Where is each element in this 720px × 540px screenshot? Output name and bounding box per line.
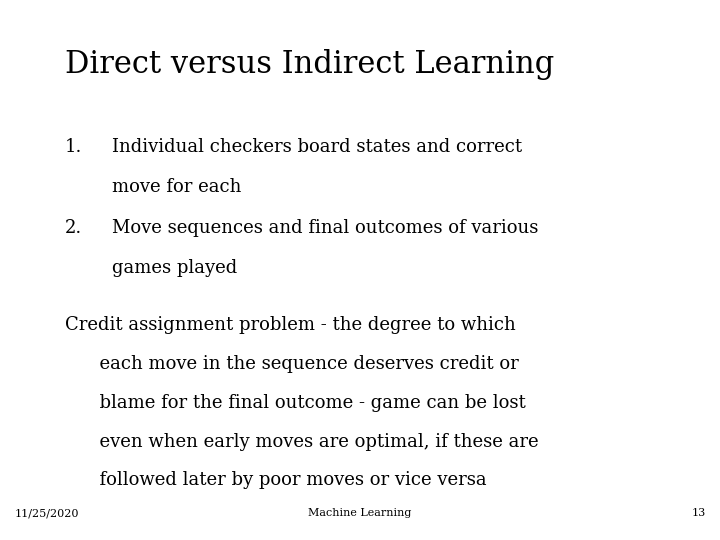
Text: blame for the final outcome - game can be lost: blame for the final outcome - game can b… [65,394,526,411]
Text: Machine Learning: Machine Learning [308,508,412,518]
Text: 11/25/2020: 11/25/2020 [14,508,79,518]
Text: followed later by poor moves or vice versa: followed later by poor moves or vice ver… [65,471,487,489]
Text: 13: 13 [691,508,706,518]
Text: even when early moves are optimal, if these are: even when early moves are optimal, if th… [65,433,539,450]
Text: Move sequences and final outcomes of various: Move sequences and final outcomes of var… [112,219,538,237]
Text: 1.: 1. [65,138,82,156]
Text: Individual checkers board states and correct: Individual checkers board states and cor… [112,138,522,156]
Text: games played: games played [112,259,237,277]
Text: move for each: move for each [112,178,241,196]
Text: Credit assignment problem - the degree to which: Credit assignment problem - the degree t… [65,316,516,334]
Text: Direct versus Indirect Learning: Direct versus Indirect Learning [65,49,554,79]
Text: 2.: 2. [65,219,82,237]
Text: each move in the sequence deserves credit or: each move in the sequence deserves credi… [65,355,518,373]
